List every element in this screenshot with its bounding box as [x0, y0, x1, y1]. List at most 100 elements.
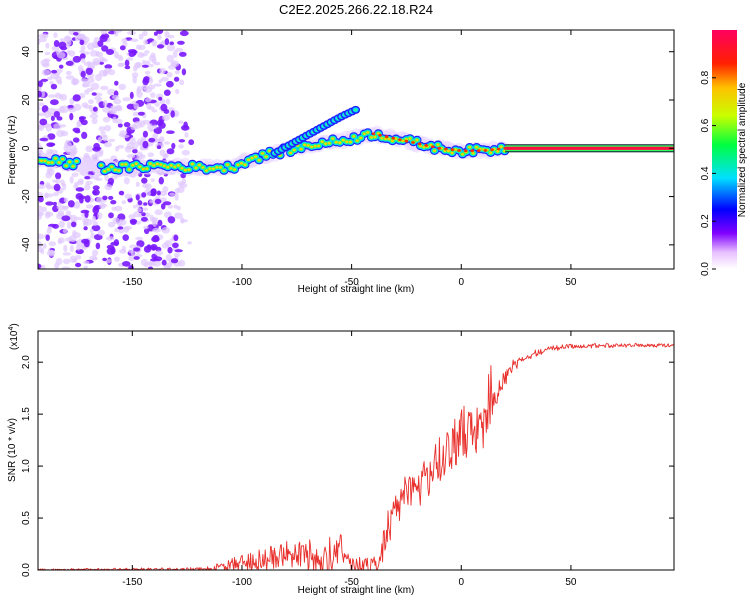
heatmap-ridge-mark — [489, 151, 493, 154]
heatmap-ridge-mark — [299, 147, 303, 151]
heatmap-noise-blob — [42, 62, 50, 66]
heatmap-noise-blob — [89, 228, 94, 233]
heatmap-noise-blob — [180, 217, 185, 224]
heatmap-ridge-mark — [148, 162, 152, 165]
heatmap-noise-blob — [153, 83, 162, 87]
heatmap-noise-blob — [39, 137, 49, 142]
heatmap-noise-blob — [119, 249, 127, 254]
heatmap-noise-blob — [84, 176, 91, 180]
snr-multiplier: (x104) — [8, 323, 20, 350]
heatmap-noise-blob — [100, 58, 108, 63]
heatmap-x-label: Height of straight line (km) — [298, 284, 415, 295]
heatmap-noise-blob — [164, 141, 170, 145]
heatmap-noise-blob — [69, 255, 77, 263]
heatmap-noise-blob — [115, 30, 123, 33]
heatmap-noise-blob — [79, 39, 85, 46]
heatmap-noise-blob — [65, 70, 72, 76]
heatmap-noise-blob — [107, 69, 116, 76]
heatmap-noise-blob — [79, 34, 84, 39]
heatmap-noise-blob — [55, 257, 63, 266]
heatmap-noise-blob — [89, 255, 98, 260]
heatmap-noise-blob — [72, 94, 81, 102]
heatmap-noise-blob — [122, 261, 131, 267]
heatmap-noise-blob — [170, 62, 178, 66]
heatmap-noise-blob — [86, 204, 94, 209]
heatmap-noise-blob — [95, 177, 103, 181]
heatmap-ridge-mark — [197, 163, 201, 167]
heatmap-noise-blob — [92, 221, 99, 227]
heatmap-ridge-mark — [499, 145, 503, 148]
heatmap-noise-blob — [134, 141, 141, 147]
heatmap-ridge-mark — [348, 140, 352, 144]
heatmap-ridge-mark — [71, 165, 75, 168]
heatmap-noise-blob — [53, 32, 58, 38]
heatmap-ridge-mark — [362, 132, 366, 135]
heatmap-noise-blob — [63, 244, 68, 252]
heatmap-noise-blob — [141, 212, 146, 217]
heatmap-noise-blob — [40, 248, 45, 255]
heatmap-ridge-mark — [183, 169, 187, 172]
heatmap-ridge-mark — [120, 163, 124, 166]
heatmap-noise-blob — [80, 78, 88, 83]
heatmap-noise-blob — [162, 186, 169, 193]
heatmap-noise-blob — [47, 107, 56, 115]
heatmap-noise-blob — [38, 233, 45, 240]
heatmap-noise-blob — [69, 150, 75, 157]
heatmap-noise-blob — [55, 92, 61, 97]
heatmap-noise-blob — [66, 221, 72, 229]
heatmap-noise-blob — [178, 120, 184, 124]
heatmap-ridge-mark — [138, 165, 142, 168]
heatmap-noise-blob — [38, 210, 44, 217]
snr-x-tick-label: -150 — [122, 577, 142, 588]
heatmap-noise-blob — [166, 80, 174, 88]
heatmap-noise-blob — [79, 53, 86, 60]
heatmap-noise-blob — [158, 79, 163, 83]
heatmap-noise-blob — [147, 152, 155, 157]
heatmap-noise-blob — [161, 227, 171, 234]
heatmap-noise-blob — [147, 106, 155, 110]
heatmap-noise-blob — [175, 47, 184, 53]
heatmap-noise-blob — [97, 229, 105, 236]
heatmap-noise-blob — [135, 236, 144, 241]
snr-x-ticks: -150 -100 -50 0 50 — [122, 331, 577, 588]
snr-y-label: SNR (10 * v/v) — [7, 418, 18, 482]
heatmap-noise-blob — [163, 201, 172, 206]
heatmap-noise-blob — [44, 193, 54, 198]
heatmap-noise-blob — [124, 65, 131, 70]
heatmap-ridge-mark — [40, 159, 43, 162]
heatmap-ridge-mark — [222, 169, 226, 172]
heatmap-ridge-mark — [229, 167, 233, 170]
heatmap-noise-blob — [142, 30, 148, 37]
heatmap-noise-blob — [103, 141, 112, 148]
heatmap-noise-blob — [134, 62, 141, 69]
heatmap-ridge-mark — [141, 167, 145, 171]
heatmap-ridge-mark — [264, 155, 268, 158]
heatmap-ridge-mark — [211, 167, 215, 170]
heatmap-x-tick-label: -50 — [344, 277, 359, 288]
colorbar-gradient — [712, 30, 737, 269]
heatmap-noise-blob — [38, 195, 44, 203]
heatmap-noise-blob — [46, 167, 53, 173]
heatmap-ridge-mark — [250, 156, 254, 160]
heatmap-ridge-mark — [201, 166, 205, 169]
heatmap-ridge-mark — [169, 164, 173, 167]
heatmap-noise-blob — [83, 265, 88, 269]
heatmap-noise-blob — [62, 228, 68, 234]
heatmap-noise-blob — [157, 34, 162, 41]
heatmap-noise-blob — [116, 54, 123, 59]
heatmap-ridge-mark — [233, 168, 236, 171]
heatmap-noise-blob — [122, 234, 129, 242]
heatmap-noise-blob — [80, 119, 88, 126]
heatmap-ridge-mark — [317, 144, 321, 148]
heatmap-noise-blob — [89, 50, 98, 57]
heatmap-noise-blob — [43, 58, 51, 63]
heatmap-noise-blob — [69, 245, 74, 253]
heatmap-noise-blob — [161, 242, 170, 249]
heatmap-noise-blob — [72, 78, 80, 85]
heatmap-noise-blob — [38, 263, 42, 269]
heatmap-ridge-mark — [383, 137, 387, 140]
heatmap-x-ticks: -150 -100 -50 0 50 — [122, 30, 577, 288]
heatmap-noise-blob — [178, 259, 186, 267]
heatmap-ridge-mark — [131, 164, 135, 167]
heatmap-noise-blob — [159, 149, 166, 157]
